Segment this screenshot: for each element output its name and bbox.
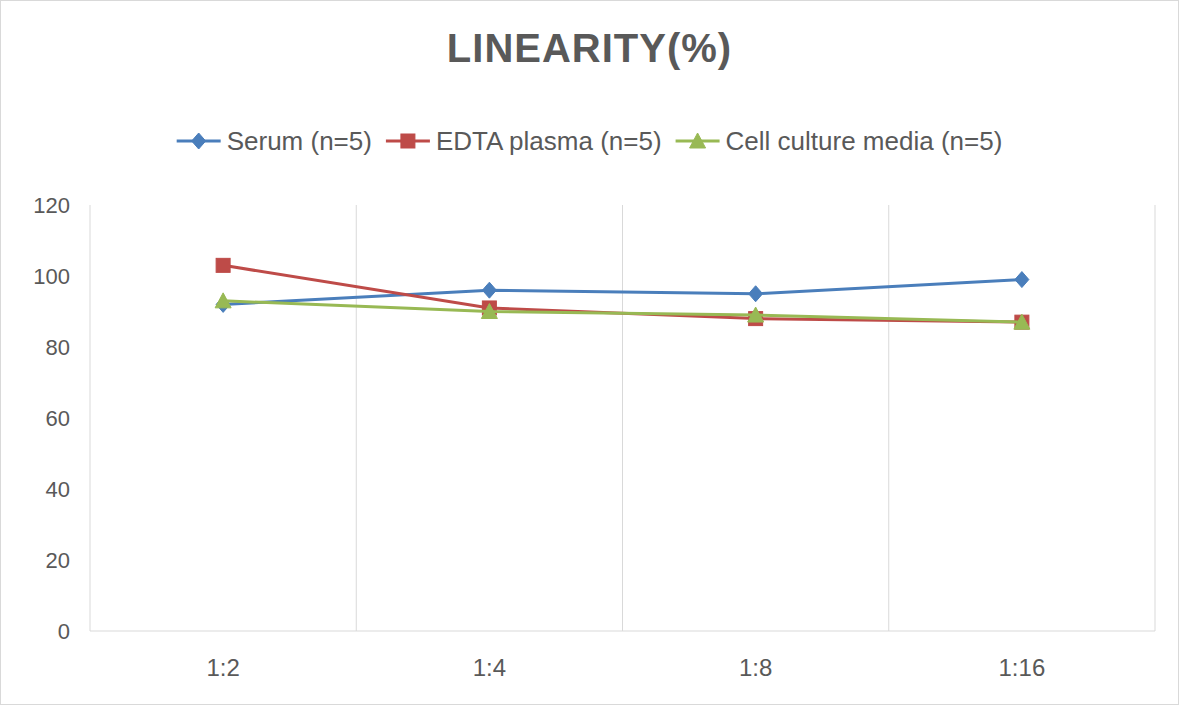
legend: Serum (n=5) EDTA plasma (n=5) Cell culture… [177,126,1003,156]
y-tick-label: 120 [33,193,70,218]
grid-line [1155,205,1156,631]
grid-line [888,205,889,631]
chart: LINEARITY(%) 0 20 40 60 80 100 120 1:2 1:4 1:8 1:16… [0,0,1179,705]
legend-marker [401,134,415,148]
marker [216,258,230,272]
x-tick-label: 1:2 [206,654,239,681]
y-tick-label: 0 [58,619,70,644]
y-tick-label: 20 [46,548,70,573]
marker [1015,272,1029,288]
marker [749,286,763,302]
y-tick-label: 40 [46,477,70,502]
marker [215,293,231,308]
legend-label: EDTA plasma (n=5) [436,126,662,156]
legend-marker [192,133,206,149]
marker [482,282,496,298]
background [1,1,1179,705]
y-tick-label: 100 [33,264,70,289]
y-tick-label: 80 [46,335,70,360]
series-line [223,265,1022,322]
marker [1014,314,1030,329]
legend-label: Serum (n=5) [227,126,372,156]
marker [481,304,497,319]
x-axis-line [90,631,1155,632]
title: LINEARITY(%) [447,26,732,70]
legend-marker [690,133,706,148]
grid-line [356,205,357,631]
series-line [223,301,1022,322]
marker [748,307,764,322]
legend-label: Cell culture media (n=5) [726,126,1003,156]
x-tick-label: 1:4 [473,654,506,681]
x-tick-label: 1:8 [739,654,772,681]
grid-line [622,205,623,631]
grid-line [90,205,91,631]
x-tick-label: 1:16 [999,654,1046,681]
plot-area [215,258,1030,329]
y-tick-label: 60 [46,406,70,431]
